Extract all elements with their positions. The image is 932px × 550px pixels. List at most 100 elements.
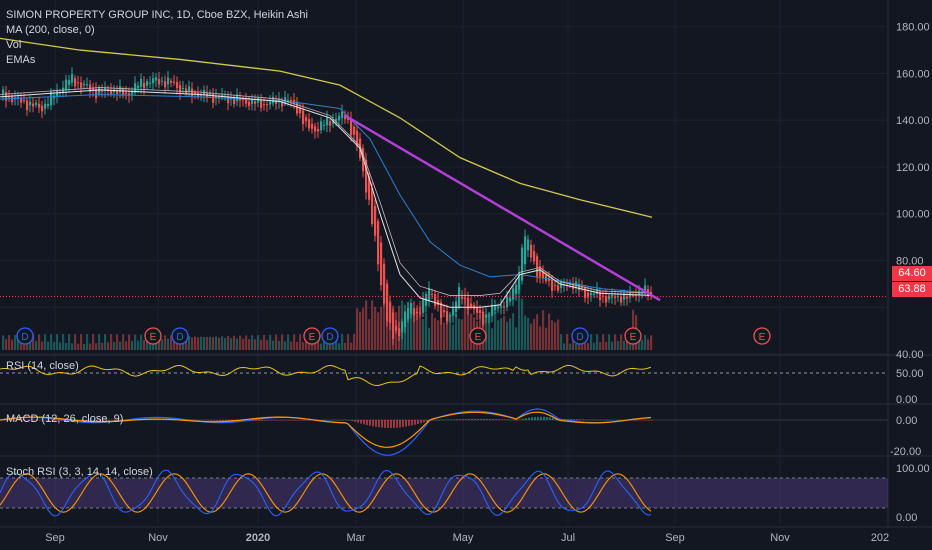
candle-body (509, 297, 512, 302)
time-axis-label: Mar (347, 532, 366, 544)
rsi-axis-tick: 50.00 (896, 368, 924, 380)
macd-hist-bar (426, 420, 428, 422)
volume-bar (410, 304, 413, 350)
symbol-title[interactable]: SIMON PROPERTY GROUP INC, 1D, Cboe BZX, … (6, 9, 308, 21)
candle-body (2, 89, 5, 95)
candle-body (26, 100, 29, 111)
volume-bar (8, 335, 11, 350)
macd-hist-bar (285, 420, 287, 421)
macd-hist-bar (300, 420, 302, 421)
macd-hist-bar (279, 420, 281, 421)
stoch-pane-label[interactable]: Stoch RSI (3, 3, 14, 14, close) (6, 466, 153, 478)
candle-body (212, 93, 215, 103)
candle-body (461, 297, 464, 299)
volume-bar (554, 322, 557, 350)
macd-hist-bar (543, 416, 545, 420)
macd-hist-bar (513, 419, 515, 421)
candle-body (50, 91, 53, 106)
volume-bar (641, 339, 644, 350)
price-axis-tick: 100.00 (896, 209, 930, 221)
candle-body (422, 298, 425, 313)
event-marker-label: E (150, 332, 157, 343)
volume-bar (533, 318, 536, 350)
volume-bar (362, 307, 365, 350)
volume-bar (308, 342, 311, 350)
macd-hist-bar (21, 420, 23, 421)
macd-hist-bar (339, 419, 341, 421)
macd-hist-bar (381, 420, 383, 428)
volume-bar (608, 334, 611, 350)
candle-body (464, 297, 467, 299)
volume-bar (461, 319, 464, 350)
volume-bar (209, 336, 212, 350)
volume-bar (407, 301, 410, 350)
earnings-marker (144, 327, 162, 345)
stoch-k-line (0, 469, 652, 517)
candle-body (581, 287, 584, 289)
volume-bar (524, 315, 527, 350)
rsi-pane-label[interactable]: RSI (14, close) (6, 360, 79, 372)
candle-body (65, 79, 68, 91)
candle-body (191, 88, 194, 97)
macd-hist-bar (633, 420, 635, 421)
macd-hist-bar (645, 420, 647, 421)
volume-bar (134, 334, 137, 350)
macd-hist-bar (330, 419, 332, 421)
macd-hist-bar (6, 420, 8, 421)
candle-body (272, 96, 275, 104)
macd-pane-label[interactable]: MACD (12, 26, close, 9) (6, 413, 124, 425)
candle-body (608, 295, 611, 300)
macd-hist-bar (60, 420, 62, 421)
candle-body (524, 236, 527, 265)
volume-bar (242, 338, 245, 350)
trendline (344, 114, 661, 302)
time-axis-label: Sep (665, 532, 685, 544)
candle-body (326, 117, 329, 126)
signal-line (0, 411, 652, 448)
macd-hist-bar (102, 420, 104, 421)
candle-body (146, 81, 149, 86)
macd-hist-bar (276, 420, 278, 421)
macd-hist-bar (582, 419, 584, 420)
volume-bar (602, 334, 605, 350)
candle-body (299, 107, 302, 114)
volume-bar (86, 334, 89, 350)
macd-hist-bar (108, 420, 110, 421)
macd-hist-bar (378, 420, 380, 428)
ema-mid-line (0, 87, 653, 296)
event-marker-label: E (475, 332, 482, 343)
candle-body (485, 314, 488, 319)
candle-body (134, 83, 137, 93)
candle-body (101, 90, 104, 92)
candle-body (95, 88, 98, 99)
volume-bar (47, 341, 50, 350)
volume-indicator-label[interactable]: Vol (6, 39, 22, 51)
volume-bar (170, 335, 173, 350)
volume-bar (29, 340, 32, 350)
candle-body (557, 285, 560, 291)
macd-hist-bar (420, 420, 422, 424)
candle-body (131, 91, 134, 95)
volume-bar (464, 287, 467, 350)
stoch-band (0, 478, 888, 508)
macd-hist-bar (393, 420, 395, 428)
event-marker-label: D (576, 332, 583, 343)
ma-indicator-label[interactable]: MA (200, close, 0) (6, 24, 95, 36)
volume-bar (356, 308, 359, 350)
candle-body (71, 73, 74, 83)
macd-hist-bar (297, 420, 299, 421)
volume-bar (509, 318, 512, 350)
macd-hist-bar (282, 420, 284, 421)
candle-body (551, 279, 554, 291)
candle-body (155, 77, 158, 81)
volume-bar (293, 334, 296, 350)
volume-bar (371, 300, 374, 350)
candle-body (440, 302, 443, 318)
candle-body (377, 220, 380, 265)
emas-indicator-label[interactable]: EMAs (6, 54, 36, 66)
volume-bar (644, 335, 647, 350)
volume-bar (95, 343, 98, 350)
candle-body (590, 292, 593, 296)
volume-bar (527, 317, 530, 350)
